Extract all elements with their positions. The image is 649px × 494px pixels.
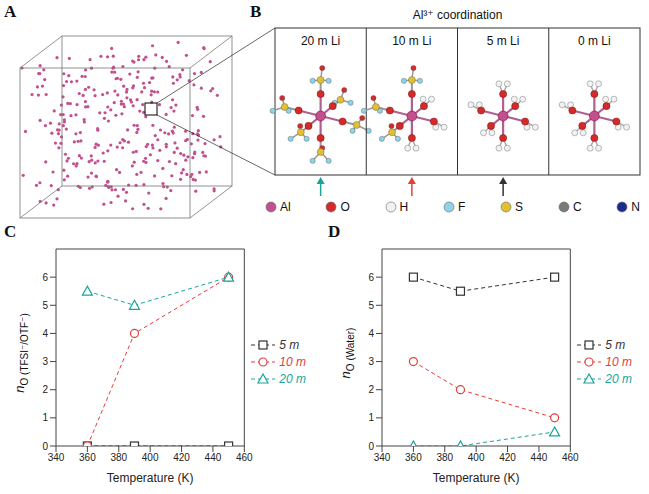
- svg-text:360: 360: [79, 452, 96, 463]
- html-text:10 m: 10 m: [605, 354, 632, 369]
- html-text:5 m Li: 5 m Li: [486, 34, 520, 48]
- html-text:S: S: [515, 200, 524, 214]
- svg-text:420: 420: [173, 452, 190, 463]
- html-text:20 m: 20 m: [279, 371, 306, 386]
- svg-text:5: 5: [42, 300, 48, 311]
- html-text:10 m: 10 m: [279, 354, 306, 369]
- svg-text:4: 4: [368, 328, 374, 339]
- svg-text:440: 440: [531, 452, 548, 463]
- svg-text:6: 6: [42, 272, 48, 283]
- html-text:5 m: 5 m: [605, 337, 626, 352]
- svg-text:1: 1: [42, 412, 48, 423]
- svg-text:420: 420: [499, 452, 516, 463]
- svg-text:4: 4: [42, 328, 48, 339]
- html-text:n: n: [338, 371, 353, 379]
- svg-text:0: 0: [42, 441, 48, 452]
- html-text:O (Water): O (Water): [344, 327, 356, 372]
- svg-text:Temperature (K): Temperature (K): [107, 471, 194, 485]
- html-text:Al: Al: [280, 200, 291, 214]
- svg-text:460: 460: [562, 452, 579, 463]
- html-text:0 m Li: 0 m Li: [578, 34, 611, 48]
- svg-text:340: 340: [374, 452, 391, 463]
- svg-text:460: 460: [236, 452, 253, 463]
- html-text:O: O: [340, 200, 350, 214]
- html-text:O (TFSI⁻/OTF⁻): O (TFSI⁻/OTF⁻): [18, 313, 30, 386]
- html-text:B: B: [250, 2, 262, 21]
- html-text:H: H: [399, 200, 409, 214]
- svg-text:380: 380: [110, 452, 127, 463]
- svg-text:360: 360: [405, 452, 422, 463]
- svg-text:440: 440: [205, 452, 222, 463]
- svg-text:400: 400: [142, 452, 159, 463]
- html-text:20 m Li: 20 m Li: [300, 34, 341, 48]
- svg-text:6: 6: [368, 272, 374, 283]
- html-text:10 m Li: 10 m Li: [392, 34, 432, 48]
- html-text:N: N: [631, 200, 640, 214]
- html-text:C: C: [4, 222, 17, 241]
- svg-text:2: 2: [42, 384, 48, 395]
- svg-text:400: 400: [468, 452, 485, 463]
- svg-text:1: 1: [368, 412, 374, 423]
- html-text:5 m: 5 m: [279, 337, 300, 352]
- html-text:D: D: [328, 222, 341, 241]
- svg-text:0: 0: [368, 441, 374, 452]
- html-text:Al³⁺ coordination: Al³⁺ coordination: [412, 8, 503, 22]
- html-text:20 m: 20 m: [605, 371, 632, 386]
- html-text:A: A: [4, 2, 17, 21]
- svg-text:Temperature (K): Temperature (K): [433, 471, 520, 485]
- html-text:n: n: [12, 385, 27, 393]
- svg-text:3: 3: [42, 356, 48, 367]
- svg-text:5: 5: [368, 300, 374, 311]
- svg-text:2: 2: [368, 384, 374, 395]
- svg-text:340: 340: [48, 452, 65, 463]
- html-text:F: F: [458, 200, 466, 214]
- html-text:C: C: [572, 200, 582, 214]
- svg-text:3: 3: [368, 356, 374, 367]
- svg-text:380: 380: [436, 452, 453, 463]
